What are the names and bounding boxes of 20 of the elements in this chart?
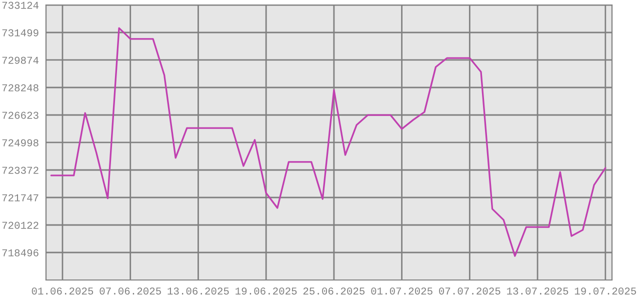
- y-tick-label: 724998: [2, 139, 38, 146]
- y-tick-label: 721747: [2, 194, 38, 202]
- x-tick-label: 25.06.2025: [303, 288, 365, 295]
- x-tick-label: 13.06.2025: [168, 288, 229, 295]
- x-tick-label: 19.06.2025: [236, 288, 297, 295]
- x-tick-label: 13.07.2025: [507, 288, 568, 295]
- y-tick-label: 731499: [2, 29, 38, 36]
- x-tick-label: 01.06.2025: [32, 288, 94, 295]
- x-tick-label: 01.07.2025: [371, 288, 432, 295]
- y-tick-label: 729874: [2, 56, 39, 64]
- x-tick-label: 07.06.2025: [100, 288, 161, 295]
- y-tick-label: 733124: [2, 2, 39, 9]
- y-tick-label: 720122: [2, 222, 38, 229]
- line-series: [50, 27, 606, 257]
- x-tick-label: 19.07.2025: [574, 288, 636, 295]
- y-tick-label: 728248: [2, 84, 38, 92]
- y-tick-label: 718496: [2, 249, 38, 256]
- x-tick-label: 07.07.2025: [439, 288, 500, 295]
- y-tick-label: 723372: [2, 166, 38, 174]
- y-tick-label: 726623: [2, 112, 38, 119]
